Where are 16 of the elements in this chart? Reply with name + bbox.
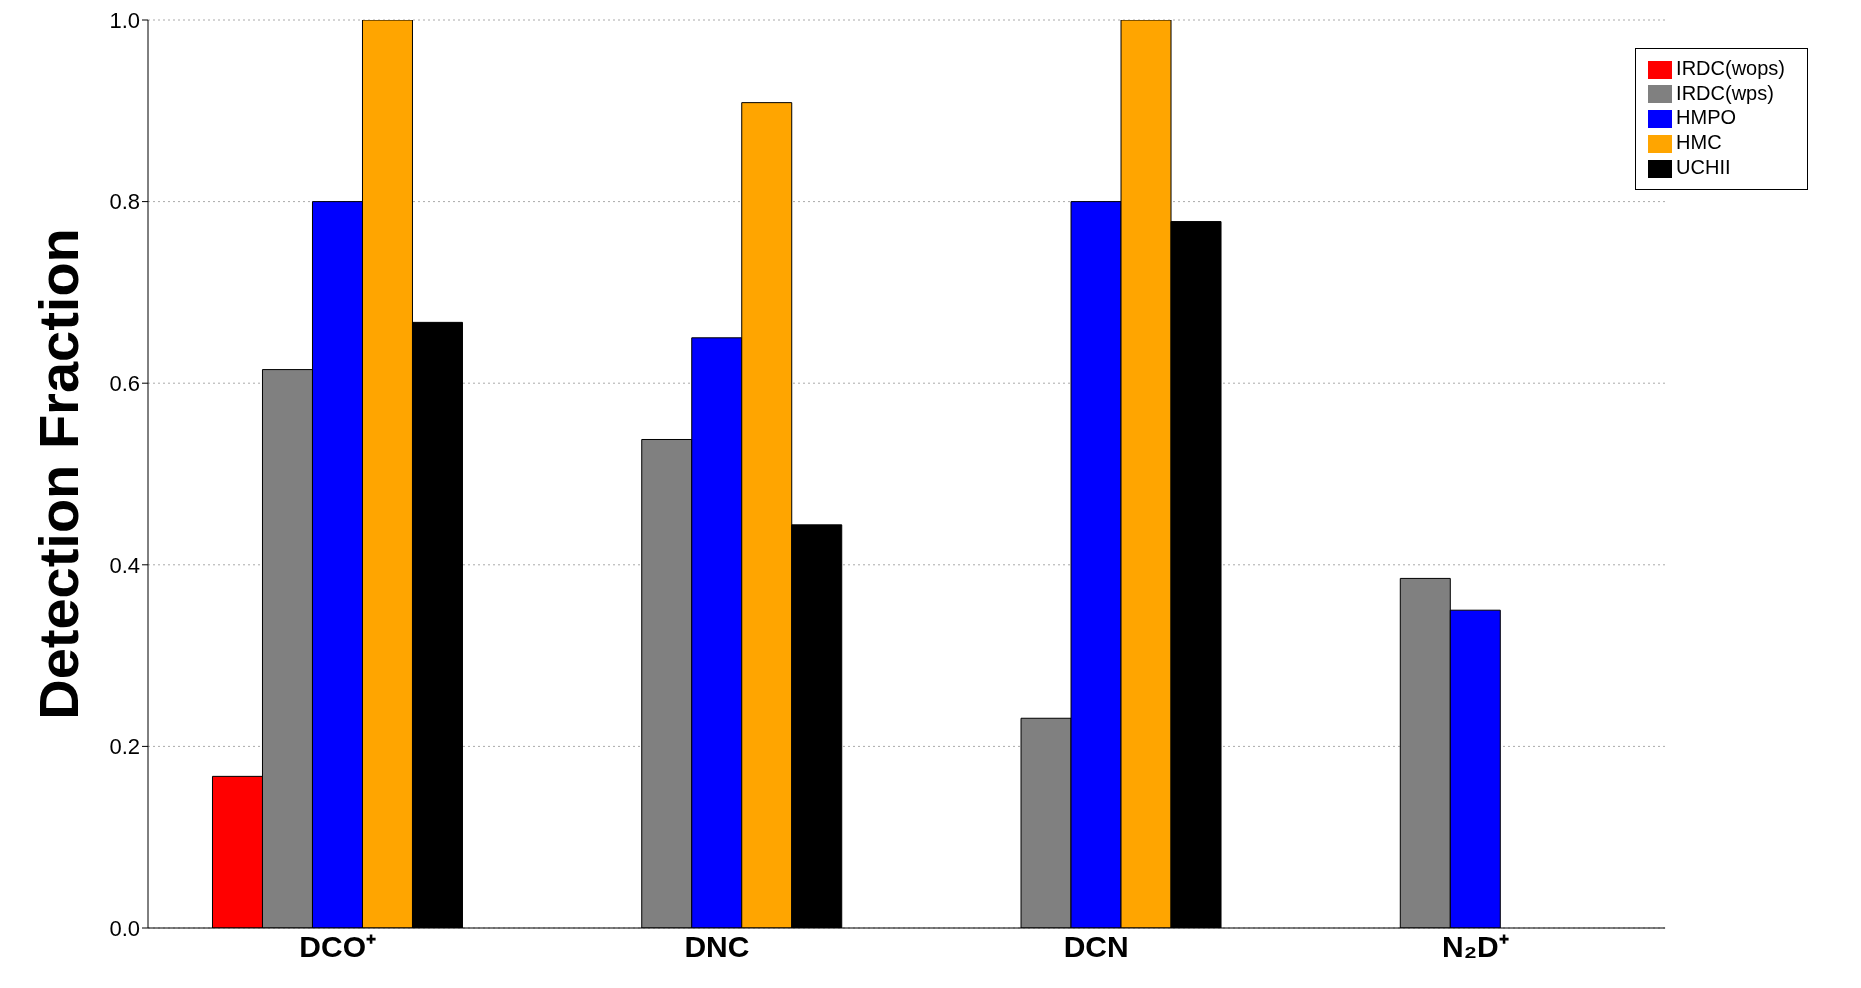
x-tick-label: DCO⁺ [299, 930, 376, 964]
legend-label: IRDC(wps) [1676, 81, 1774, 104]
x-tick-label: DNC [684, 930, 750, 964]
x-tick-label: DCN [1063, 930, 1129, 964]
y-tick-label: 0.2 [109, 734, 140, 760]
y-tick-label: 0.6 [109, 371, 140, 397]
legend-label: UCHII [1676, 155, 1731, 178]
y-tick-label: 0.0 [109, 915, 140, 941]
y-tick-label: 0.4 [109, 552, 140, 578]
y-axis-title: Detection Fraction [26, 228, 90, 720]
y-tick-label: 0.8 [109, 189, 140, 215]
legend-label: HMC [1676, 131, 1722, 154]
y-tick-label: 1.0 [109, 7, 140, 33]
legend-label: HMPO [1676, 106, 1737, 129]
x-tick-label: N₂D⁺ [1442, 930, 1509, 964]
legend-label: IRDC(wops) [1676, 57, 1785, 79]
